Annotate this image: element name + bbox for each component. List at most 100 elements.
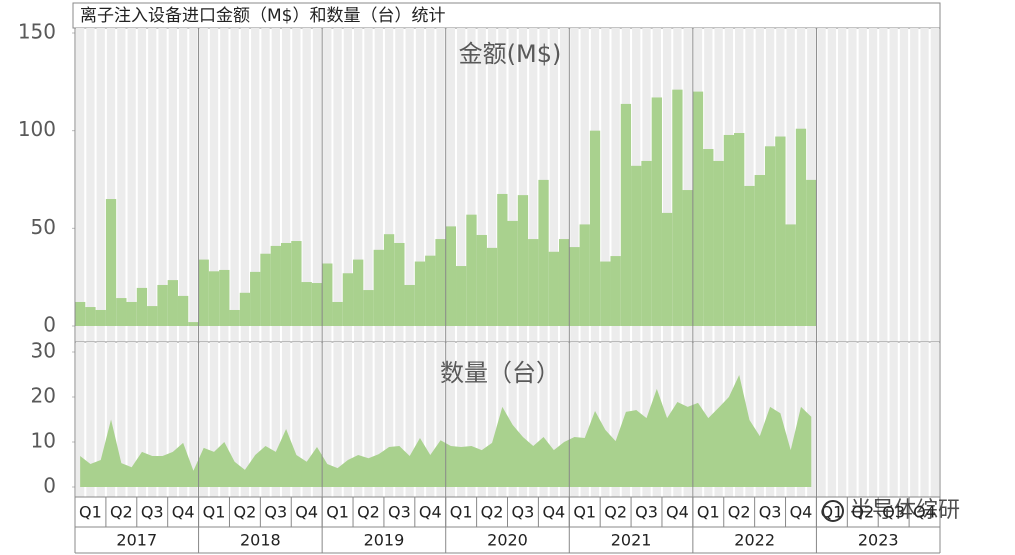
stripe — [302, 28, 311, 342]
stripe — [436, 342, 445, 497]
bar — [311, 283, 323, 326]
bar — [744, 185, 755, 326]
stripe — [281, 28, 291, 342]
x-tick-label: Q2 — [110, 503, 133, 522]
bar — [332, 301, 343, 326]
stripe — [879, 342, 888, 497]
stripe — [96, 342, 105, 497]
stripe — [611, 342, 620, 497]
stripe — [570, 342, 579, 497]
stripe — [405, 28, 414, 342]
x-tick-label: Q3 — [759, 503, 782, 522]
stripe — [251, 342, 260, 497]
x-tick-label: Q4 — [913, 503, 936, 522]
bar — [600, 261, 611, 326]
bar — [301, 282, 312, 326]
x-tick-label: Q4 — [419, 503, 442, 522]
stripe — [559, 28, 569, 342]
bar — [589, 130, 601, 326]
bar — [85, 307, 96, 326]
stripe — [189, 342, 198, 497]
bar — [373, 249, 384, 326]
bar — [445, 226, 457, 326]
bar — [775, 136, 786, 326]
bar — [291, 241, 302, 326]
year-label: 2022 — [734, 531, 775, 550]
year-label: 2019 — [364, 531, 405, 550]
stripe — [230, 28, 239, 342]
stripe — [498, 28, 507, 342]
bar — [507, 220, 518, 326]
bar — [229, 309, 240, 326]
x-tick-label: Q3 — [882, 503, 905, 522]
stripe — [910, 342, 919, 497]
stripe — [240, 342, 250, 497]
stripe — [879, 28, 888, 342]
bar — [75, 301, 86, 326]
stripe — [426, 28, 435, 342]
y-tick-label: 0 — [43, 313, 56, 337]
stripe — [611, 28, 620, 342]
bar — [548, 251, 559, 326]
bar — [342, 273, 354, 326]
x-tick-label: Q1 — [450, 503, 473, 522]
bar — [692, 91, 704, 326]
y-tick-label: 30 — [31, 339, 56, 363]
y-tick-label: 50 — [31, 215, 56, 239]
bar — [95, 309, 106, 326]
stripe — [292, 28, 301, 342]
stripe — [395, 28, 404, 342]
stripe — [312, 28, 322, 342]
bar — [435, 239, 446, 326]
stripe — [158, 28, 167, 342]
stripe — [457, 342, 466, 497]
stripe — [868, 28, 878, 342]
stripe — [354, 28, 363, 342]
stripe — [415, 28, 425, 342]
bar — [764, 146, 776, 326]
bar — [538, 179, 549, 326]
bar — [497, 193, 508, 326]
stripe — [240, 28, 250, 342]
x-tick-label: Q4 — [666, 503, 689, 522]
y-tick-label: 100 — [18, 117, 56, 141]
bar — [723, 134, 735, 326]
stripe — [415, 342, 425, 497]
x-tick-label: Q3 — [264, 503, 287, 522]
stripe — [148, 28, 157, 342]
stripe — [271, 28, 280, 342]
stripe — [580, 342, 589, 497]
stripe — [230, 342, 239, 497]
bar — [703, 149, 714, 326]
stripe — [559, 342, 569, 497]
bar — [116, 298, 127, 326]
x-tick-label: Q2 — [728, 503, 751, 522]
bar — [270, 245, 281, 326]
stripe — [86, 28, 95, 342]
stripe — [910, 28, 919, 342]
stripe — [477, 342, 486, 497]
stripe — [76, 28, 85, 342]
stripe — [848, 28, 857, 342]
bar — [754, 175, 765, 326]
stripe — [508, 342, 517, 497]
bar — [569, 247, 580, 326]
stripe — [899, 28, 909, 342]
bar — [167, 280, 178, 326]
x-tick-label: Q1 — [203, 503, 226, 522]
bar — [682, 190, 693, 326]
stripe — [178, 28, 188, 342]
stripe — [117, 342, 126, 497]
stripe — [405, 342, 414, 497]
stripe — [745, 28, 754, 342]
stripe — [384, 342, 394, 497]
stripe — [178, 342, 188, 497]
stripe — [436, 28, 445, 342]
x-tick-label: Q1 — [573, 503, 596, 522]
x-tick-label: Q2 — [357, 503, 380, 522]
bar — [177, 295, 189, 326]
stripe — [281, 342, 291, 497]
stripe — [580, 28, 589, 342]
bar — [795, 128, 807, 326]
bar — [126, 301, 137, 326]
